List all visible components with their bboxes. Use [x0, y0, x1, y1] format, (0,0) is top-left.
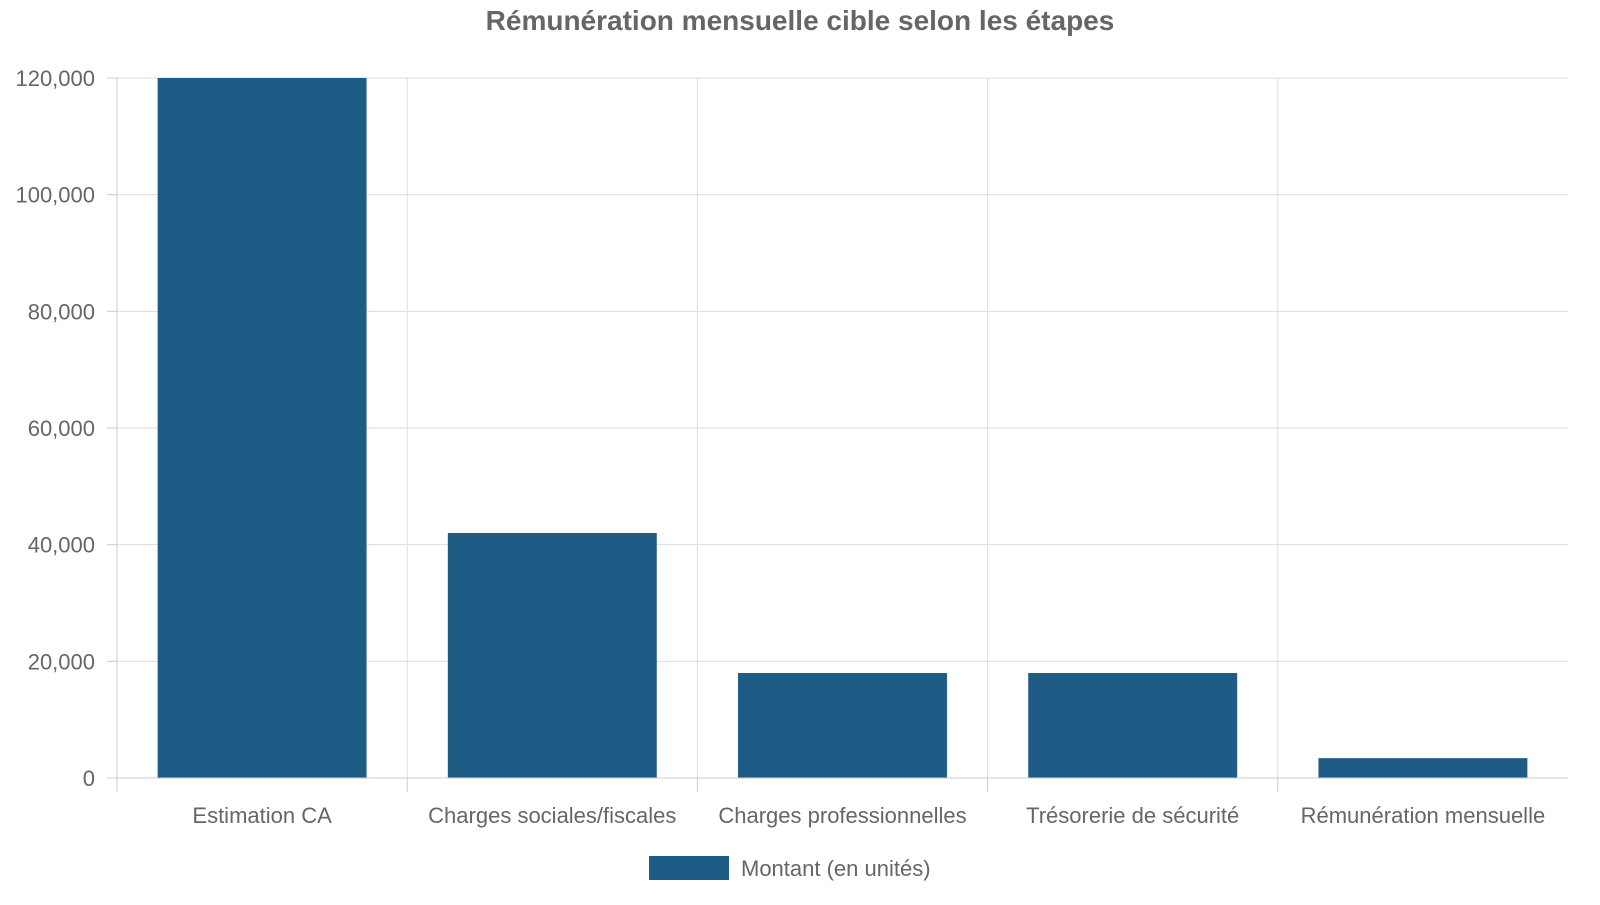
y-tick-label: 20,000	[28, 649, 95, 674]
x-tick-label: Charges professionnelles	[718, 803, 966, 828]
y-tick-label: 80,000	[28, 299, 95, 324]
y-tick-label: 0	[83, 766, 95, 791]
y-tick-label: 40,000	[28, 533, 95, 558]
bar[interactable]	[1318, 758, 1528, 778]
y-tick-label: 100,000	[15, 183, 95, 208]
x-tick-label: Charges sociales/fiscales	[428, 803, 676, 828]
bar[interactable]	[447, 533, 657, 778]
legend-swatch	[649, 856, 729, 880]
bar[interactable]	[157, 78, 367, 778]
bar[interactable]	[738, 673, 947, 778]
bars	[157, 78, 1528, 778]
axes: 0 20,000 40,000 60,000 80,000 100,000 120,000 E…	[15, 66, 1568, 828]
legend[interactable]: Montant (en unités)	[649, 856, 931, 881]
legend-label: Montant (en unités)	[741, 856, 931, 881]
y-tick-label: 120,000	[15, 66, 95, 91]
bar[interactable]	[1028, 673, 1238, 778]
y-tick-label: 60,000	[28, 416, 95, 441]
x-tick-label: Estimation CA	[192, 803, 332, 828]
x-tick-label: Trésorerie de sécurité	[1026, 803, 1239, 828]
x-tick-label: Rémunération mensuelle	[1301, 803, 1546, 828]
chart-title: Rémunération mensuelle cible selon les é…	[486, 5, 1115, 36]
